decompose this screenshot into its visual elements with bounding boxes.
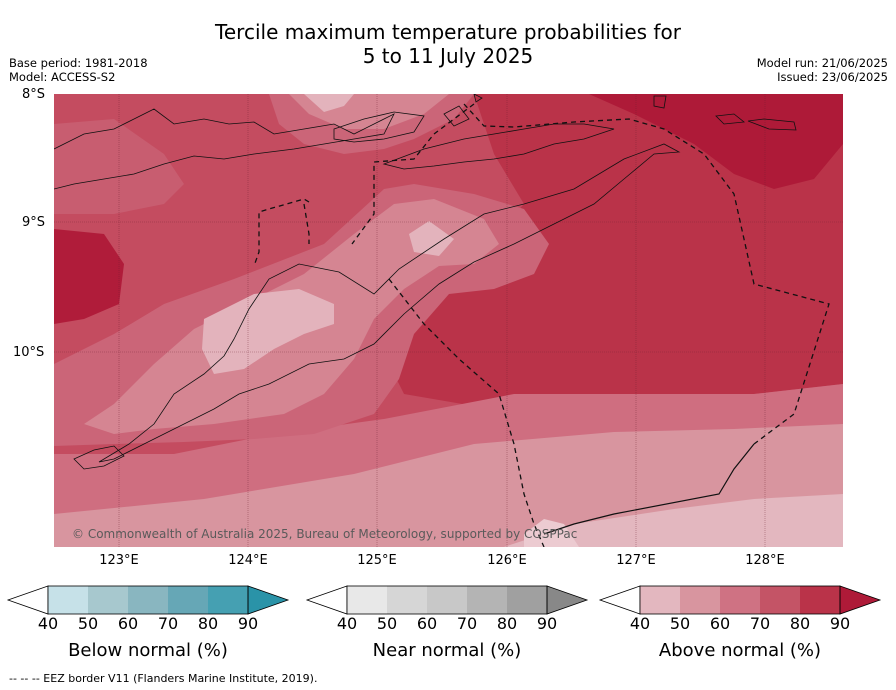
lat-label-9s: 9°S xyxy=(22,215,46,230)
colorbar-above-low-extend xyxy=(598,585,641,615)
colorbar-below-tick-label: 50 xyxy=(77,614,99,633)
model-run: Model run: 21/06/2025 xyxy=(756,56,888,70)
rote-coastline xyxy=(73,445,125,470)
colorbar-near-segment xyxy=(507,586,547,614)
lon-label-123e: 123°E xyxy=(99,553,139,568)
colorbar-near-tick-label: 60 xyxy=(416,614,438,633)
lon-label-128e: 128°E xyxy=(745,553,785,568)
contour-80-east xyxy=(384,94,843,406)
colorbar-near-tick-label: 70 xyxy=(456,614,478,633)
colorbar-below-segment xyxy=(208,586,248,614)
contour-40-north xyxy=(304,94,354,112)
probability-map xyxy=(54,94,843,547)
colorbar-below-tick-label: 90 xyxy=(237,614,259,633)
colorbar-below-segment xyxy=(168,586,208,614)
colorbar-above-segment xyxy=(800,586,840,614)
colorbar-near-outline xyxy=(346,585,548,615)
colorbar-below-tick-label: 80 xyxy=(197,614,219,633)
timor-island-coastline xyxy=(98,143,681,463)
colorbar-above-segment xyxy=(760,586,800,614)
colorbar-title-near: Near normal (%) xyxy=(372,640,522,661)
colorbar-near-segment xyxy=(347,586,387,614)
colorbar-above-tick-label: 90 xyxy=(829,614,851,633)
base-period: Base period: 1981-2018 xyxy=(9,56,148,70)
contour-40-center xyxy=(202,289,334,374)
colorbar-near-segment xyxy=(427,586,467,614)
alor-coastline xyxy=(333,111,425,143)
colorbar-above-tick-label: 50 xyxy=(669,614,691,633)
lat-label-10s: 10°S xyxy=(13,345,45,360)
colorbar-below-high-extend xyxy=(247,585,290,615)
colorbar-below-segment xyxy=(88,586,128,614)
eez-border xyxy=(253,103,830,547)
metadata-right: Model run: 21/06/2025 Issued: 23/06/2025 xyxy=(757,56,888,84)
contour-90-west xyxy=(54,229,124,324)
coastlines xyxy=(54,94,797,470)
colorbar-near-tick-label: 50 xyxy=(376,614,398,633)
small-island-2 xyxy=(653,95,667,109)
map-title: Tercile maximum temperature probabilitie… xyxy=(0,20,896,68)
contour-40-south-small xyxy=(524,519,579,547)
colorbar-near-tick-label: 40 xyxy=(336,614,358,633)
copyright-notice: © Commonwealth of Australia 2025, Bureau… xyxy=(72,527,578,541)
small-island-4 xyxy=(747,118,797,131)
lon-label-127e: 127°E xyxy=(616,553,656,568)
colorbar-near-tick-label: 80 xyxy=(496,614,518,633)
colorbar-above-tick-label: 80 xyxy=(789,614,811,633)
colorbar-title-below: Below normal (%) xyxy=(68,640,228,661)
colorbar-below-segment xyxy=(128,586,168,614)
eez-border-solid xyxy=(543,443,755,535)
title-line-2: 5 to 11 July 2025 xyxy=(362,44,534,68)
colorbar-near-low-extend xyxy=(305,585,348,615)
eez-footnote: -- -- -- EEZ border V11 (Flanders Marine… xyxy=(9,672,318,685)
lon-label-126e: 126°E xyxy=(487,553,527,568)
colorbar-above-outline xyxy=(639,585,841,615)
small-island-3 xyxy=(715,113,746,125)
colorbar-near-segment xyxy=(467,586,507,614)
colorbar-below-low-extend xyxy=(6,585,49,615)
issued-date: Issued: 23/06/2025 xyxy=(777,70,888,84)
colorbar-above-segment xyxy=(680,586,720,614)
colorbar-below-tick-label: 70 xyxy=(157,614,179,633)
contour-90-northeast xyxy=(589,94,843,189)
metadata-left: Base period: 1981-2018 Model: ACCESS-S2 xyxy=(9,56,148,84)
title-line-1: Tercile maximum temperature probabilitie… xyxy=(215,20,681,44)
gridlines xyxy=(54,94,843,547)
colorbar-title-above: Above normal (%) xyxy=(658,640,822,661)
contour-40-small xyxy=(409,221,454,256)
colorbar-below-tick-label: 40 xyxy=(37,614,59,633)
colorbar-near-tick-label: 90 xyxy=(536,614,558,633)
colorbar-below-outline xyxy=(47,585,249,615)
small-island-5 xyxy=(473,94,483,103)
colorbar-below-segment xyxy=(48,586,88,614)
colorbar-above-tick-label: 60 xyxy=(709,614,731,633)
colorbar-above-tick-label: 70 xyxy=(749,614,771,633)
lon-label-124e: 124°E xyxy=(228,553,268,568)
flores-coastline xyxy=(54,108,395,190)
colorbar-near-high-extend xyxy=(546,585,589,615)
colorbar-near-segment xyxy=(387,586,427,614)
colorbar-below-tick-label: 60 xyxy=(117,614,139,633)
lon-label-125e: 125°E xyxy=(357,553,397,568)
contour-40-southeast xyxy=(504,494,843,547)
colorbar-above-segment xyxy=(640,586,680,614)
model-name: Model: ACCESS-S2 xyxy=(9,70,116,84)
colorbar-above-tick-label: 40 xyxy=(629,614,651,633)
wetar-coastline xyxy=(382,123,615,170)
lat-label-8s: 8°S xyxy=(22,87,46,102)
colorbar-above-segment xyxy=(720,586,760,614)
colorbar-above-high-extend xyxy=(839,585,882,615)
colorbar-legend xyxy=(6,585,882,615)
